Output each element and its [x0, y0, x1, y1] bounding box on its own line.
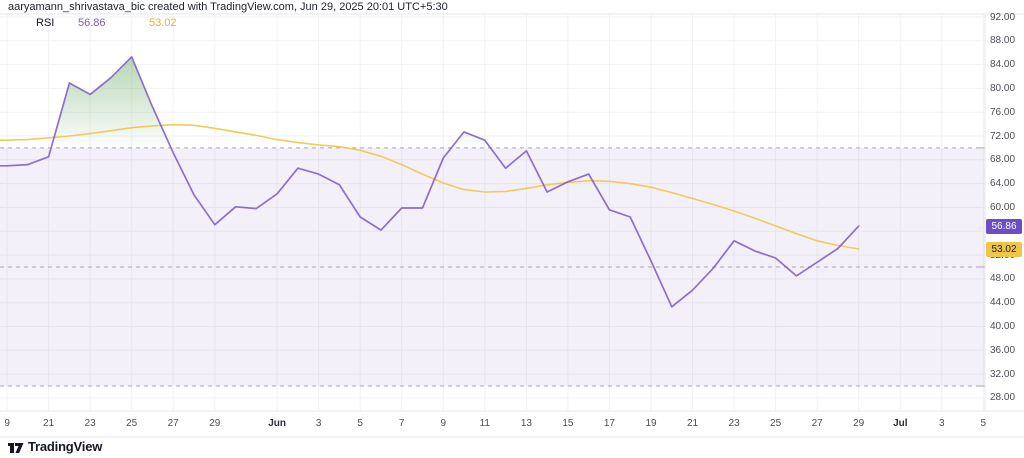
time-label: 27 — [811, 418, 823, 429]
time-label: 9 — [4, 418, 10, 429]
tradingview-logo-text: TradingView — [28, 439, 103, 454]
price-label: 92.00 — [990, 11, 1016, 23]
attribution-text: aaryamann_shrivastava_bic created with T… — [8, 1, 448, 13]
rsi-price-badge: 56.86 — [986, 218, 1022, 234]
price-label: 32.00 — [990, 368, 1016, 380]
tradingview-logo[interactable]: TradingView — [8, 439, 102, 454]
time-label: 23 — [728, 418, 740, 429]
time-label: 23 — [84, 418, 96, 429]
price-label: 72.00 — [990, 130, 1016, 142]
time-label: 11 — [479, 418, 490, 429]
rsi-value: 56.86 — [78, 17, 106, 29]
time-label: 3 — [939, 418, 945, 429]
time-label: 3 — [315, 418, 322, 429]
price-label: 88.00 — [990, 35, 1016, 47]
price-label: 80.00 — [990, 82, 1016, 94]
price-label: 68.00 — [990, 154, 1016, 166]
price-label: 76.00 — [990, 106, 1016, 118]
time-label: 5 — [357, 418, 363, 429]
time-label: 21 — [686, 418, 699, 429]
price-label: 40.00 — [990, 321, 1016, 332]
time-label: 29 — [209, 418, 221, 429]
time-label: 25 — [770, 418, 782, 429]
price-label: 36.00 — [990, 344, 1016, 356]
time-label: Jun — [268, 418, 286, 429]
price-label: 48.00 — [990, 273, 1016, 285]
indicator-name[interactable]: RSI — [36, 17, 55, 29]
tradingview-logo-icon — [8, 442, 24, 453]
time-label: Jul — [893, 418, 908, 429]
time-label: 13 — [520, 418, 532, 429]
ma-value: 53.02 — [149, 17, 177, 29]
time-label: 29 — [853, 418, 865, 429]
time-label: 15 — [562, 418, 574, 429]
time-label: 27 — [167, 418, 179, 429]
time-label: 9 — [440, 418, 447, 429]
price-label: 84.00 — [990, 59, 1016, 71]
price-label: 64.00 — [990, 178, 1016, 190]
price-label: 28.00 — [990, 392, 1016, 404]
price-label: 60.00 — [990, 201, 1016, 213]
time-label: 17 — [603, 418, 615, 429]
time-label: 7 — [398, 418, 405, 429]
ma-price-badge: 53.02 — [986, 241, 1022, 257]
time-label: 25 — [126, 418, 138, 429]
time-label: 21 — [43, 418, 55, 429]
time-label: 19 — [645, 418, 657, 429]
price-label: 44.00 — [990, 297, 1016, 309]
time-label: 5 — [980, 418, 987, 429]
